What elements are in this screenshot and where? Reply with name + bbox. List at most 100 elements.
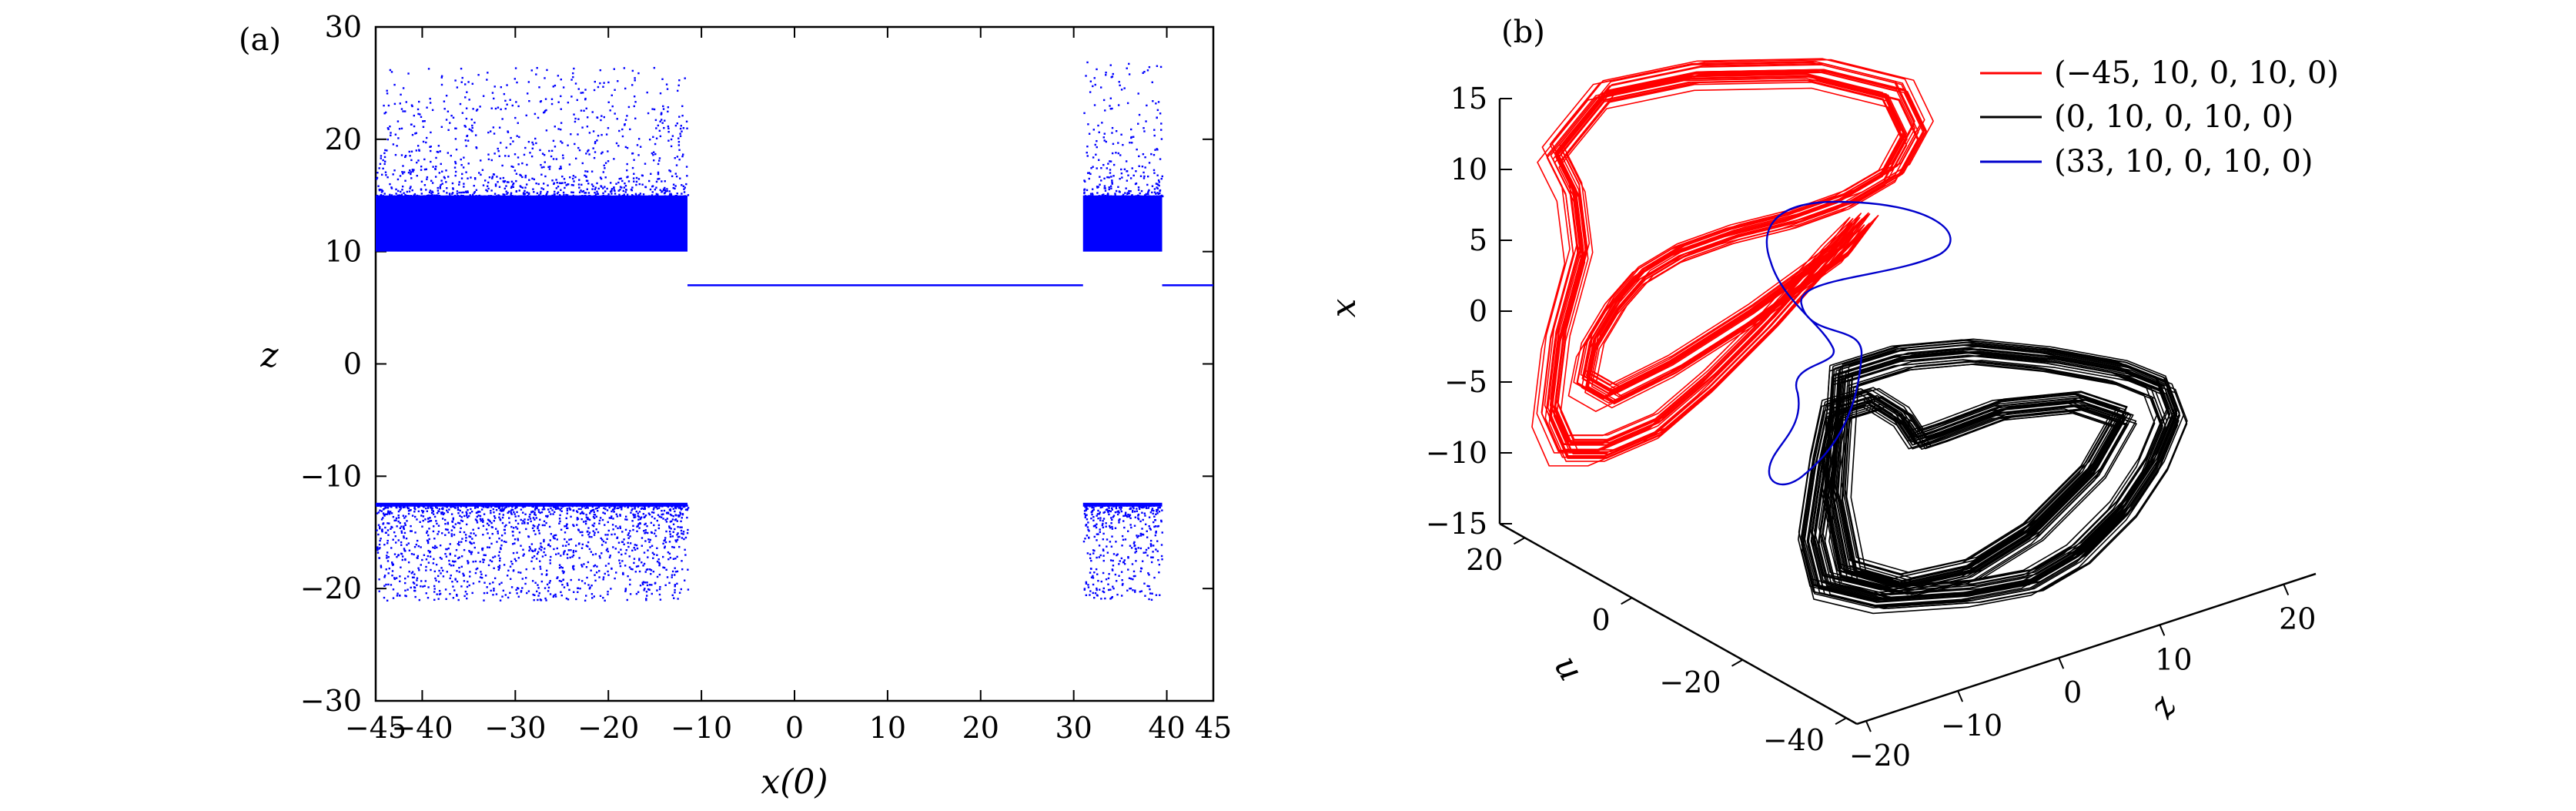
- upper-point: [526, 191, 528, 194]
- lower-point: [1123, 559, 1126, 561]
- upper-point: [1155, 102, 1157, 105]
- upper-point: [542, 188, 545, 190]
- upper-point: [534, 112, 537, 116]
- upper-point: [614, 195, 617, 198]
- lower-point: [416, 579, 418, 581]
- upper-point: [416, 174, 418, 177]
- lower-point: [1095, 568, 1098, 571]
- lower-point: [1096, 539, 1098, 541]
- lower-point: [392, 515, 395, 518]
- lower-point: [653, 507, 655, 509]
- lower-point: [637, 505, 640, 508]
- lower-point: [413, 507, 416, 510]
- lower-point: [1099, 531, 1102, 533]
- lower-point: [540, 511, 544, 514]
- upper-point: [1156, 148, 1158, 150]
- upper-point: [596, 182, 598, 185]
- lower-point: [1083, 588, 1086, 591]
- upper-point: [401, 189, 403, 191]
- lower-point: [614, 508, 616, 510]
- upper-point: [1141, 165, 1144, 168]
- lower-point: [577, 518, 580, 520]
- lower-point: [487, 564, 490, 567]
- upper-point: [400, 193, 403, 196]
- lower-point: [413, 576, 415, 578]
- upper-point: [410, 195, 413, 197]
- lower-point: [500, 510, 503, 512]
- lower-point: [569, 504, 572, 507]
- lower-point: [386, 529, 390, 531]
- upper-point: [621, 135, 624, 138]
- lower-point: [460, 519, 463, 522]
- lower-point: [428, 504, 430, 507]
- lower-point: [497, 555, 500, 557]
- upper-point: [431, 195, 433, 197]
- upper-point: [463, 186, 465, 188]
- lower-point: [427, 561, 430, 564]
- upper-point: [498, 155, 500, 157]
- upper-point: [422, 126, 425, 129]
- lower-point: [377, 533, 380, 536]
- lower-point: [544, 548, 546, 550]
- lower-point: [635, 592, 638, 595]
- upper-point: [601, 195, 604, 198]
- lower-point: [493, 520, 496, 522]
- lower-point: [527, 590, 530, 592]
- upper-point: [657, 193, 659, 196]
- x-tick-label: 20: [962, 711, 999, 745]
- upper-point: [1092, 129, 1095, 131]
- upper-point: [415, 149, 418, 152]
- upper-point: [473, 122, 476, 124]
- lower-point: [530, 560, 533, 563]
- lower-point: [538, 504, 540, 507]
- upper-point: [507, 192, 509, 194]
- upper-point: [440, 183, 442, 186]
- lower-point: [668, 552, 671, 555]
- lower-point: [575, 598, 577, 601]
- lower-point: [460, 585, 463, 588]
- upper-point: [463, 191, 465, 194]
- upper-point: [651, 194, 654, 196]
- lower-point: [1102, 522, 1104, 525]
- lower-point: [620, 548, 622, 551]
- upper-point: [482, 184, 485, 186]
- upper-point: [1146, 104, 1148, 107]
- lower-point: [1094, 524, 1097, 527]
- lower-point: [557, 507, 559, 509]
- lower-point: [441, 511, 444, 514]
- lower-point: [432, 513, 435, 515]
- upper-point: [491, 176, 494, 178]
- upper-point: [429, 97, 431, 100]
- upper-point: [445, 119, 448, 121]
- lower-point: [1092, 508, 1095, 511]
- lower-point: [626, 598, 628, 602]
- lower-point: [501, 508, 503, 510]
- lower-point: [502, 589, 505, 592]
- lower-point: [673, 597, 675, 599]
- upper-point: [376, 194, 379, 197]
- upper-point: [577, 88, 580, 90]
- lower-point: [637, 518, 640, 521]
- upper-point: [380, 189, 383, 191]
- lower-point: [516, 511, 518, 514]
- upper-point: [417, 108, 420, 111]
- upper-point: [496, 176, 498, 178]
- upper-point: [510, 186, 513, 189]
- lower-point: [528, 545, 531, 548]
- lower-point: [1126, 504, 1129, 507]
- lower-point: [683, 538, 685, 541]
- upper-dense-band: [1082, 195, 1163, 252]
- upper-point: [460, 163, 463, 166]
- lower-point: [430, 511, 433, 514]
- lower-point: [641, 507, 644, 510]
- lower-point: [376, 546, 379, 548]
- upper-point: [1099, 86, 1102, 89]
- upper-point: [1124, 192, 1126, 194]
- lower-point: [1146, 585, 1149, 588]
- lower-point: [454, 507, 457, 509]
- upper-point: [445, 169, 447, 172]
- upper-point: [466, 91, 468, 93]
- upper-point: [1128, 192, 1130, 195]
- lower-point: [564, 538, 566, 541]
- lower-point: [377, 511, 380, 514]
